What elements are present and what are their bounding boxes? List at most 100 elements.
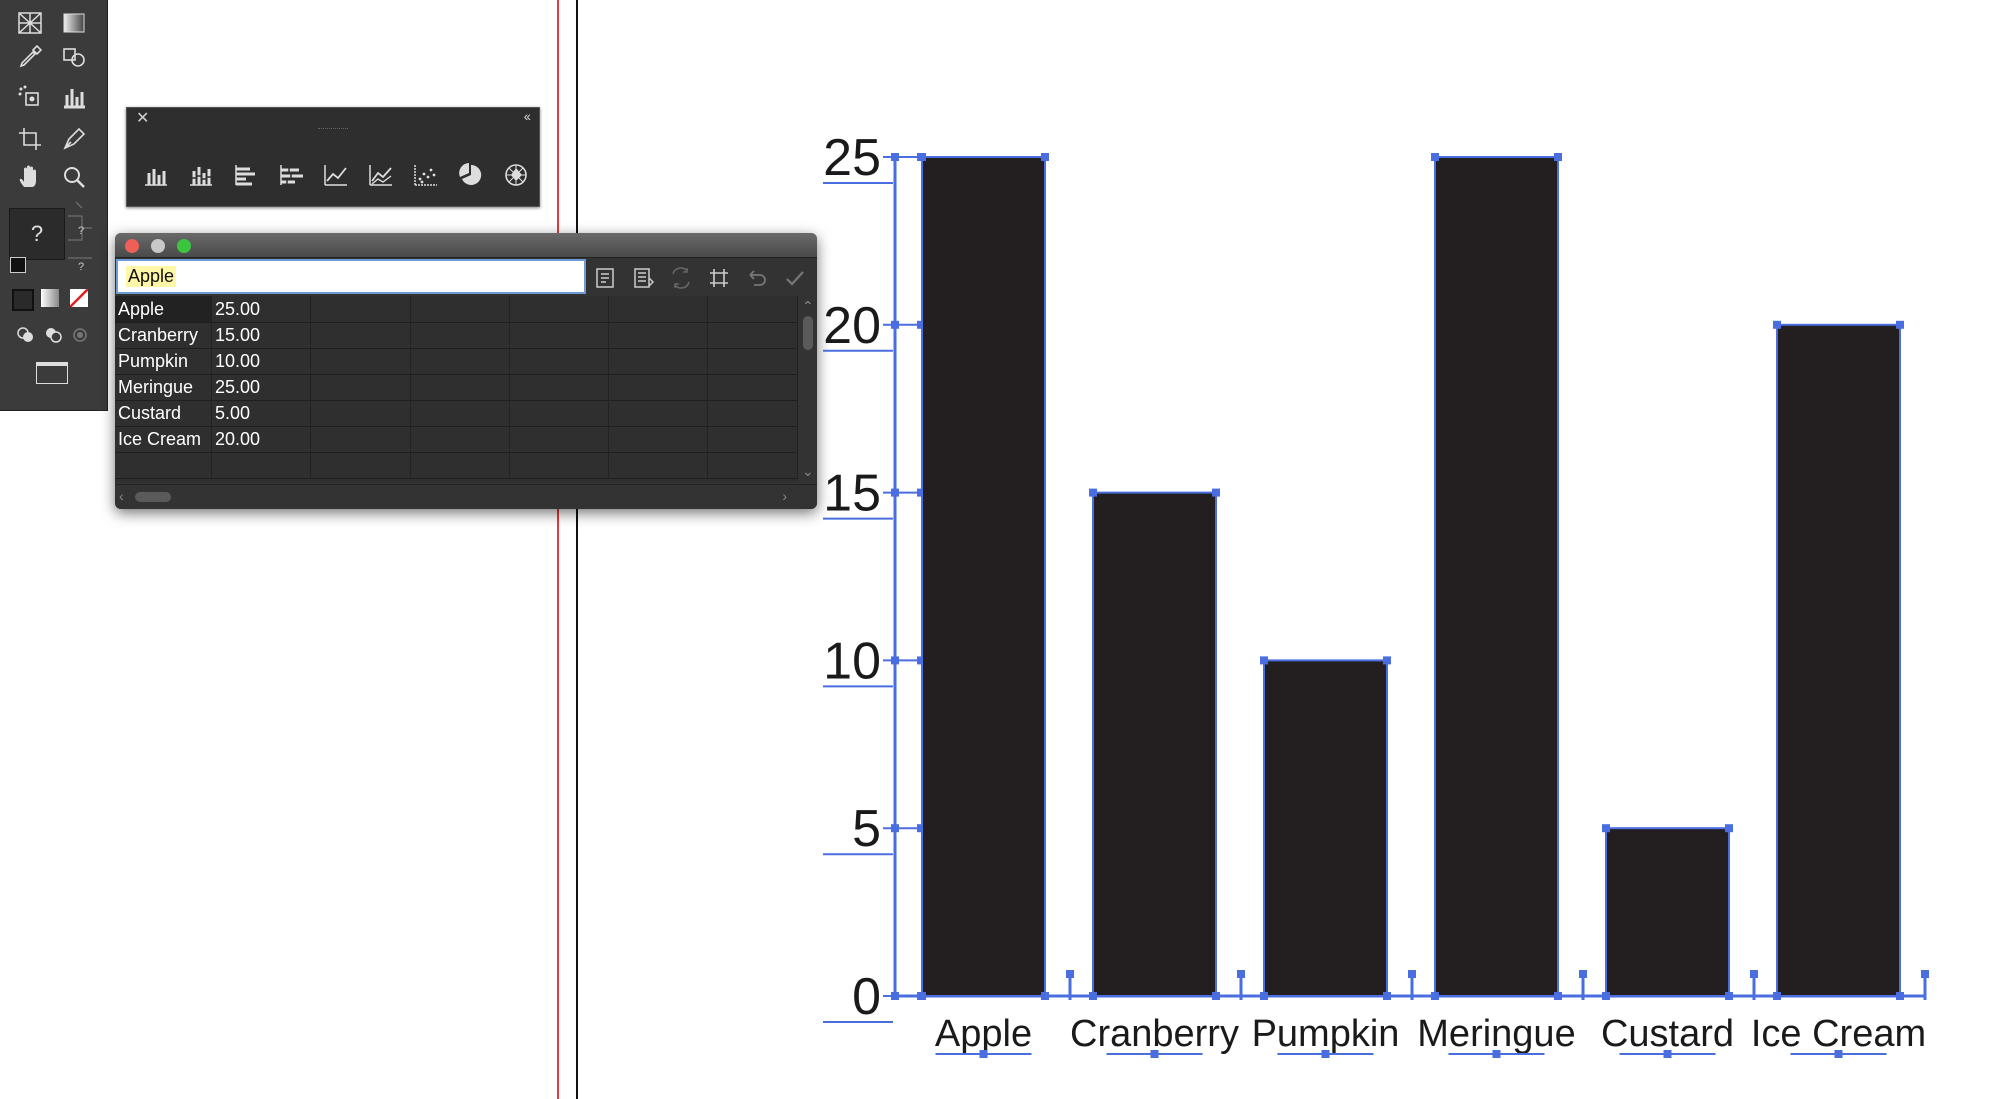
apply-icon[interactable] <box>779 263 811 293</box>
data-cell[interactable] <box>510 426 609 452</box>
data-cell[interactable] <box>411 426 510 452</box>
data-cell[interactable] <box>311 400 411 426</box>
revert-icon[interactable] <box>741 263 773 293</box>
draw-behind-icon[interactable] <box>36 318 72 352</box>
transpose-row-column-icon[interactable] <box>627 263 659 293</box>
data-cell[interactable]: Apple <box>115 296 212 322</box>
data-cell[interactable]: 20.00 <box>212 426 311 452</box>
pen-icon[interactable] <box>56 122 92 156</box>
cell-style-icon[interactable] <box>703 263 735 293</box>
data-cell[interactable]: Pumpkin <box>115 348 212 374</box>
data-cell[interactable]: 25.00 <box>212 374 311 400</box>
data-cell[interactable] <box>311 348 411 374</box>
data-cell[interactable] <box>609 400 708 426</box>
data-cell[interactable] <box>609 452 708 478</box>
data-cell[interactable] <box>708 426 798 452</box>
data-cell[interactable] <box>411 348 510 374</box>
default-fill-stroke-icon[interactable] <box>10 257 26 273</box>
eyedropper-icon[interactable] <box>12 40 48 74</box>
window-maximize-button[interactable] <box>177 239 191 253</box>
data-cell[interactable]: 25.00 <box>212 296 311 322</box>
hand-icon[interactable] <box>12 160 48 194</box>
data-cell[interactable] <box>311 426 411 452</box>
data-cell[interactable]: 10.00 <box>212 348 311 374</box>
data-cell[interactable] <box>411 322 510 348</box>
data-cell[interactable]: 5.00 <box>212 400 311 426</box>
scroll-up-icon[interactable]: ⌃ <box>802 298 814 314</box>
data-cell[interactable] <box>609 426 708 452</box>
data-cell[interactable] <box>411 374 510 400</box>
column-graph-icon[interactable] <box>139 160 173 190</box>
live-paint-icon[interactable] <box>56 40 92 74</box>
window-close-button[interactable] <box>125 239 139 253</box>
column-graph-icon[interactable] <box>56 80 92 114</box>
stacked-bar-graph-icon[interactable] <box>274 160 308 190</box>
data-cell[interactable] <box>708 400 798 426</box>
data-cell[interactable] <box>510 400 609 426</box>
data-cell[interactable] <box>411 452 510 478</box>
draw-normal-icon[interactable] <box>8 318 44 352</box>
data-cell[interactable] <box>708 348 798 374</box>
gradient-icon[interactable] <box>56 6 92 40</box>
screen-mode-icon[interactable] <box>36 362 68 384</box>
data-cell[interactable]: Custard <box>115 400 212 426</box>
data-cell[interactable] <box>708 296 798 322</box>
import-data-icon[interactable] <box>589 263 621 293</box>
artboard-icon[interactable] <box>12 122 48 156</box>
data-cell[interactable]: Ice Cream <box>115 426 212 452</box>
vertical-scrollbar[interactable]: ⌃ ⌄ <box>798 296 817 482</box>
perspective-grid-icon[interactable] <box>12 6 48 40</box>
data-cell[interactable] <box>311 374 411 400</box>
data-cell[interactable]: Cranberry <box>115 322 212 348</box>
pie-graph-icon[interactable] <box>454 160 488 190</box>
gradient-swatch-icon[interactable] <box>41 289 59 307</box>
data-cell[interactable] <box>708 374 798 400</box>
data-cell[interactable] <box>510 348 609 374</box>
scroll-thumb[interactable] <box>803 316 813 350</box>
collapse-icon[interactable]: ‹‹ <box>523 108 531 124</box>
data-cell[interactable] <box>708 322 798 348</box>
zoom-icon[interactable] <box>56 160 92 194</box>
stacked-column-graph-icon[interactable] <box>184 160 218 190</box>
area-graph-icon[interactable] <box>364 160 398 190</box>
data-cell[interactable] <box>609 374 708 400</box>
panel-grip[interactable] <box>318 128 348 131</box>
horizontal-scrollbar[interactable]: ‹ › <box>115 484 817 509</box>
symbol-sprayer-icon[interactable] <box>12 80 48 114</box>
column-chart[interactable]: 0 5 10 15 20 25 Apple Cranberry Pumpkin Meringue C… <box>820 130 1970 1080</box>
scroll-down-icon[interactable]: ⌄ <box>802 463 814 479</box>
data-cell[interactable] <box>609 296 708 322</box>
data-cell[interactable] <box>411 400 510 426</box>
data-cell[interactable] <box>311 322 411 348</box>
data-cell[interactable] <box>411 296 510 322</box>
data-cell[interactable] <box>510 452 609 478</box>
data-cell[interactable] <box>510 374 609 400</box>
draw-inside-icon[interactable] <box>62 318 98 352</box>
scatter-graph-icon[interactable] <box>409 160 443 190</box>
help-box[interactable]: ? <box>9 208 65 260</box>
radar-graph-icon[interactable] <box>499 160 533 190</box>
none-swatch-icon[interactable] <box>69 288 89 308</box>
data-cell[interactable]: Meringue <box>115 374 212 400</box>
line-graph-icon[interactable] <box>319 160 353 190</box>
data-cell[interactable] <box>510 296 609 322</box>
data-cell[interactable] <box>609 322 708 348</box>
data-cell[interactable] <box>708 452 798 478</box>
data-grid[interactable]: Apple 25.00 Cranberry 15.00 Pumpkin 10.00 Meri… <box>115 296 798 482</box>
data-cell[interactable]: 15.00 <box>212 322 311 348</box>
data-cell[interactable] <box>311 452 411 478</box>
switch-xy-icon[interactable] <box>665 263 697 293</box>
window-minimize-button[interactable] <box>151 239 165 253</box>
data-cell[interactable] <box>212 452 311 478</box>
close-icon[interactable]: ✕ <box>136 110 150 127</box>
scroll-thumb[interactable] <box>135 492 171 502</box>
cell-entry-field[interactable]: Apple <box>116 259 586 294</box>
scroll-right-icon[interactable]: › <box>782 488 787 504</box>
scroll-left-icon[interactable]: ‹ <box>119 488 124 504</box>
data-cell[interactable] <box>609 348 708 374</box>
data-cell[interactable] <box>510 322 609 348</box>
data-cell[interactable] <box>311 296 411 322</box>
window-titlebar[interactable] <box>115 233 817 258</box>
data-cell[interactable] <box>115 452 212 478</box>
fill-color-icon[interactable] <box>12 289 34 311</box>
